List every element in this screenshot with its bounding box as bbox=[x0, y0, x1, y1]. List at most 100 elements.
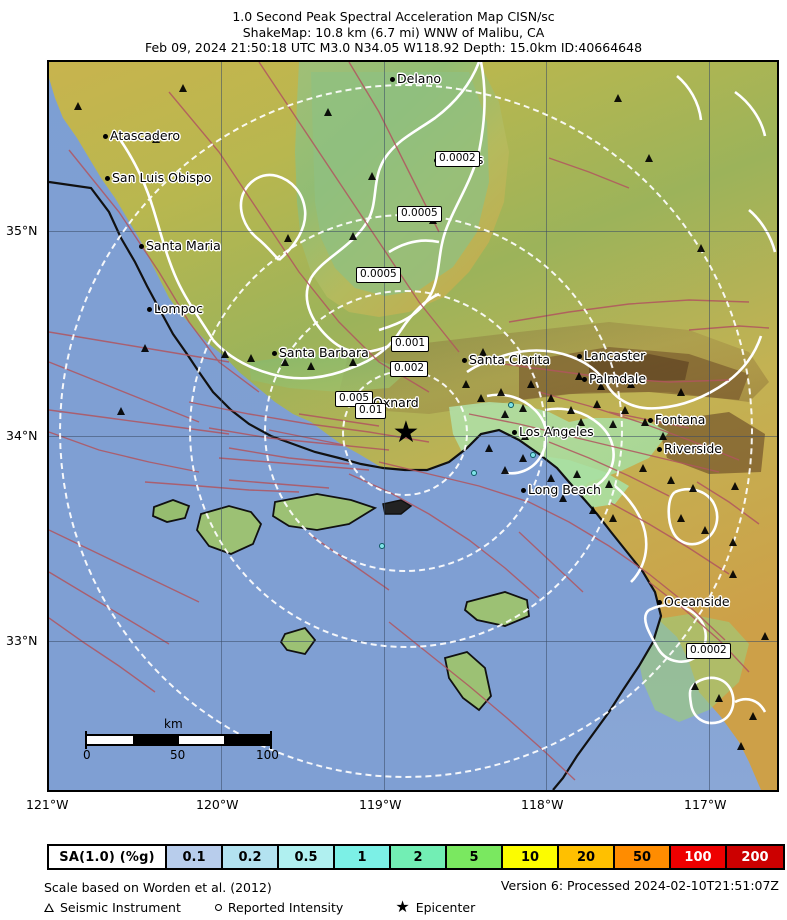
seismic-instrument-triangle bbox=[141, 344, 149, 352]
seismic-instrument-triangle bbox=[497, 388, 505, 396]
seismic-instrument-triangle bbox=[501, 410, 509, 418]
seismic-instrument-triangle bbox=[519, 404, 527, 412]
legend-bin-100[interactable]: 100 bbox=[671, 846, 727, 868]
city-dot bbox=[147, 307, 152, 312]
key-label: Reported Intensity bbox=[227, 899, 344, 915]
city-label: Fontana bbox=[655, 412, 706, 427]
city-dot bbox=[648, 418, 653, 423]
scale-endcap-right bbox=[270, 731, 272, 749]
seismic-instrument-triangle bbox=[749, 712, 757, 720]
seismic-instrument-triangle bbox=[519, 454, 527, 462]
city-dot bbox=[582, 377, 587, 382]
seismic-instrument-triangle bbox=[731, 482, 739, 490]
legend-bin-50[interactable]: 50 bbox=[615, 846, 671, 868]
seismic-instrument-triangle bbox=[667, 476, 675, 484]
seismic-instrument-triangle bbox=[691, 682, 699, 690]
seismic-instrument-triangle bbox=[641, 418, 649, 426]
axis-label-x: 119°W bbox=[359, 797, 402, 812]
scale-seg bbox=[132, 736, 179, 744]
legend-bin-1[interactable]: 1 bbox=[335, 846, 391, 868]
seismic-instrument-triangle bbox=[477, 394, 485, 402]
scale-bar-graphic bbox=[85, 734, 272, 746]
seismic-instrument-triangle bbox=[609, 514, 617, 522]
key-reported-intensity: Reported Intensity bbox=[214, 899, 344, 915]
city-label: Riverside bbox=[664, 441, 722, 456]
epicenter-star[interactable]: ★ bbox=[392, 415, 420, 450]
seismic-instrument-triangle bbox=[597, 382, 605, 390]
seismic-instrument-triangle bbox=[368, 172, 376, 180]
city-dot bbox=[512, 430, 517, 435]
contour-label: 0.0005 bbox=[397, 206, 442, 222]
seismic-instrument-triangle bbox=[521, 432, 529, 440]
seismic-instrument-triangle bbox=[761, 632, 769, 640]
city-label: Lompoc bbox=[154, 301, 204, 316]
seismic-instrument-triangle bbox=[324, 108, 332, 116]
seismic-instrument-triangle bbox=[609, 420, 617, 428]
axis-label-x: 118°W bbox=[521, 797, 564, 812]
seismic-instrument-triangle bbox=[729, 538, 737, 546]
city-dot bbox=[103, 134, 108, 139]
city-label: Lancaster bbox=[584, 348, 646, 363]
seismic-instrument-triangle bbox=[485, 444, 493, 452]
seismic-instrument-triangle bbox=[577, 418, 585, 426]
map-inner: ★ Delano Atascadero Bakers San Luis Obis… bbox=[49, 62, 777, 790]
legend-bin-0.2[interactable]: 0.2 bbox=[223, 846, 279, 868]
legend-bin-5[interactable]: 5 bbox=[447, 846, 503, 868]
title-line-2: ShakeMap: 10.8 km (6.7 mi) WNW of Malibu… bbox=[242, 24, 545, 40]
scale-seg bbox=[224, 736, 270, 744]
seismic-instrument-triangle bbox=[627, 380, 635, 388]
seismic-instrument-triangle bbox=[729, 570, 737, 578]
legend-bin-2[interactable]: 2 bbox=[391, 846, 447, 868]
seismic-instrument-triangle bbox=[349, 232, 357, 240]
scale-tick-100: 100 bbox=[256, 748, 279, 762]
city-label: Palmdale bbox=[589, 371, 647, 386]
city-dot bbox=[657, 600, 662, 605]
legend-bin-10[interactable]: 10 bbox=[503, 846, 559, 868]
key-label: Epicenter bbox=[415, 899, 476, 915]
city-label: Atascadero bbox=[110, 128, 181, 143]
triangle-icon bbox=[44, 902, 54, 912]
seismic-instrument-triangle bbox=[284, 234, 292, 242]
scale-tick-0: 0 bbox=[83, 748, 91, 762]
legend-bin-20[interactable]: 20 bbox=[559, 846, 615, 868]
seismic-instrument-triangle bbox=[247, 354, 255, 362]
contour-label: 0.0005 bbox=[356, 267, 401, 283]
legend-bin-200[interactable]: 200 bbox=[727, 846, 783, 868]
city-label: Oceanside bbox=[664, 594, 730, 609]
reported-intensity-marker bbox=[508, 402, 514, 408]
seismic-instrument-triangle bbox=[689, 484, 697, 492]
star-icon: ★ bbox=[395, 897, 410, 916]
seismic-instrument-triangle bbox=[614, 94, 622, 102]
seismic-instrument-triangle bbox=[701, 526, 709, 534]
seismic-instrument-triangle bbox=[349, 358, 357, 366]
version-stamp: Version 6: Processed 2024-02-10T21:51:07… bbox=[500, 878, 779, 893]
city-label: Santa Clarita bbox=[469, 352, 551, 367]
legend-bin-0.1[interactable]: 0.1 bbox=[167, 846, 223, 868]
seismic-instrument-triangle bbox=[639, 464, 647, 472]
seismic-instrument-triangle bbox=[677, 514, 685, 522]
map-title-block: 1.0 Second Peak Spectral Acceleration Ma… bbox=[0, 9, 787, 56]
contour-label: 0.0002 bbox=[686, 643, 731, 659]
seismic-instrument-triangle bbox=[645, 154, 653, 162]
axis-label-x: 121°W bbox=[26, 797, 69, 812]
seismic-instrument-triangle bbox=[179, 84, 187, 92]
seismic-instrument-triangle bbox=[737, 742, 745, 750]
city-dot bbox=[657, 447, 662, 452]
seismic-instrument-triangle bbox=[677, 388, 685, 396]
scale-tick-50: 50 bbox=[170, 748, 186, 762]
circle-icon bbox=[214, 903, 222, 911]
seismic-instrument-triangle bbox=[589, 506, 597, 514]
city-dot bbox=[577, 354, 582, 359]
axis-label-x: 117°W bbox=[684, 797, 727, 812]
city-label: Santa Maria bbox=[146, 238, 221, 253]
axis-label-x: 120°W bbox=[196, 797, 239, 812]
axis-label-y: 35°N bbox=[6, 223, 38, 238]
seismic-instrument-triangle bbox=[547, 474, 555, 482]
city-label: San Luis Obispo bbox=[112, 170, 212, 185]
seismic-instrument-triangle bbox=[547, 394, 555, 402]
scale-seg bbox=[178, 736, 225, 744]
key-epicenter: ★ Epicenter bbox=[395, 899, 475, 915]
shakemap-canvas[interactable]: ★ Delano Atascadero Bakers San Luis Obis… bbox=[47, 60, 779, 792]
legend-bin-0.5[interactable]: 0.5 bbox=[279, 846, 335, 868]
